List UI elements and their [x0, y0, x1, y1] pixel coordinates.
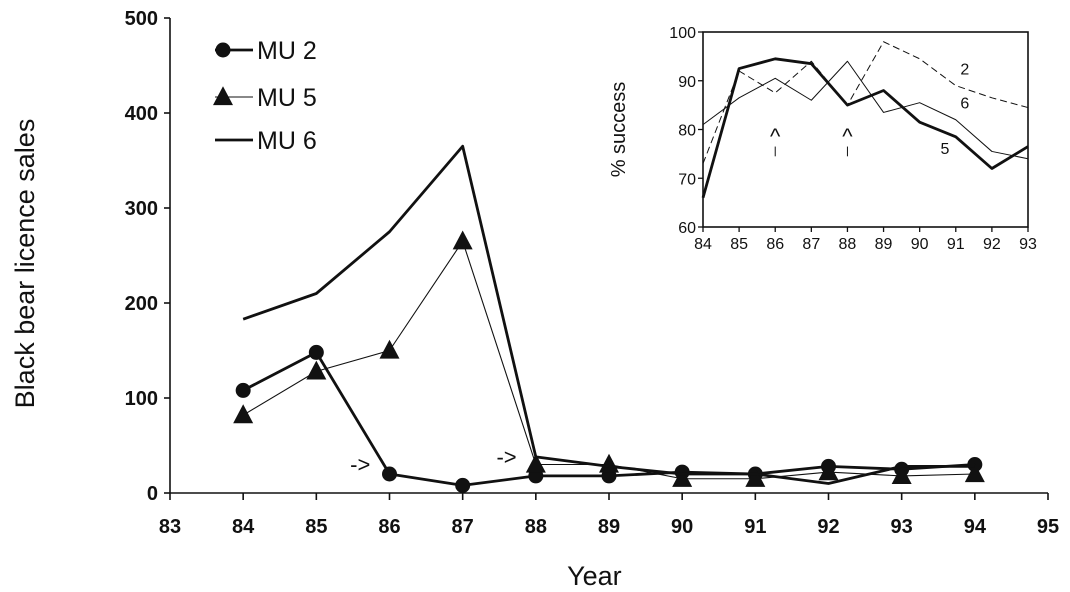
legend-label: MU 5 [257, 84, 317, 112]
inset-y-tick-label: 100 [669, 25, 696, 42]
inset-x-tick-label: 89 [875, 236, 893, 253]
x-tick-label: 88 [525, 516, 547, 538]
inset-frame [702, 31, 1029, 228]
y-axis-title: Black bear licence sales [10, 119, 40, 409]
y-tick-label: 500 [125, 8, 158, 30]
x-tick-label: 83 [159, 516, 181, 538]
data-point-mu-5 [964, 463, 985, 483]
x-tick-label: 85 [305, 516, 327, 538]
inset-series-label: 5 [940, 141, 949, 158]
y-tick-label: 400 [125, 103, 158, 125]
inset-x-tick-label: 84 [694, 236, 712, 253]
y-tick-label: 0 [147, 483, 158, 505]
data-point-mu-5 [306, 360, 327, 380]
x-tick-label: 87 [452, 516, 474, 538]
data-point-mu-2 [455, 477, 471, 493]
inset-y-tick-label: 60 [678, 220, 696, 237]
caret-annotation: ^ [770, 124, 781, 149]
data-point-mu-5 [379, 339, 400, 359]
data-point-mu-5 [672, 467, 693, 487]
y-tick-label: 200 [125, 293, 158, 315]
y-tick-label: 100 [125, 388, 158, 410]
series-line-mu-6 [242, 144, 975, 485]
arrow-annotation: -> [350, 452, 370, 477]
x-tick-label: 89 [598, 516, 620, 538]
inset-y-tick-label: 70 [678, 171, 696, 188]
caret-annotation: ^ [842, 124, 853, 149]
x-tick-label: 92 [817, 516, 839, 538]
x-tick-label: 93 [891, 516, 913, 538]
inset-series-line-2 [702, 41, 1029, 164]
x-tick-label: 94 [964, 516, 987, 538]
inset-x-tick-label: 93 [1019, 236, 1037, 253]
inset-y-tick-label: 80 [678, 123, 696, 140]
data-point-mu-5 [233, 404, 254, 424]
inset-x-tick-label: 86 [766, 236, 784, 253]
x-tick-label: 95 [1037, 516, 1059, 538]
inset-x-tick-label: 85 [730, 236, 748, 253]
inset-series-label: 2 [960, 61, 969, 78]
x-tick-label: 90 [671, 516, 693, 538]
data-point-mu-5 [452, 230, 473, 250]
data-point-mu-5 [525, 453, 546, 473]
inset-series-line-5 [701, 57, 1029, 199]
inset-series-line-6 [702, 60, 1029, 160]
arrow-annotation: -> [496, 445, 516, 470]
x-tick-label: 91 [744, 516, 766, 538]
inset-y-tick-label: 90 [678, 74, 696, 91]
x-axis-title: Year [567, 561, 622, 591]
legend-marker-triangle [213, 86, 233, 106]
y-tick-label: 300 [125, 198, 158, 220]
inset-x-tick-label: 92 [983, 236, 1001, 253]
data-point-mu-2 [308, 344, 324, 360]
x-tick-label: 84 [232, 516, 255, 538]
inset-y-axis-title: % success [608, 82, 630, 178]
data-point-mu-5 [599, 453, 619, 473]
inset-x-tick-label: 87 [802, 236, 820, 253]
data-point-mu-5 [891, 465, 912, 484]
legend-label: MU 6 [257, 127, 317, 155]
x-tick-label: 86 [378, 516, 400, 538]
data-point-mu-5 [818, 461, 839, 481]
data-point-mu-2 [235, 382, 251, 398]
inset-series-label: 6 [960, 96, 969, 113]
inset-x-tick-label: 90 [911, 236, 929, 253]
inset-x-tick-label: 88 [839, 236, 857, 253]
data-point-mu-2 [382, 466, 397, 482]
inset-x-tick-label: 91 [947, 236, 965, 253]
legend-label: MU 2 [257, 37, 317, 65]
legend-marker-circle [215, 42, 231, 58]
data-point-mu-5 [745, 467, 766, 487]
series-line-mu-5 [242, 240, 975, 480]
